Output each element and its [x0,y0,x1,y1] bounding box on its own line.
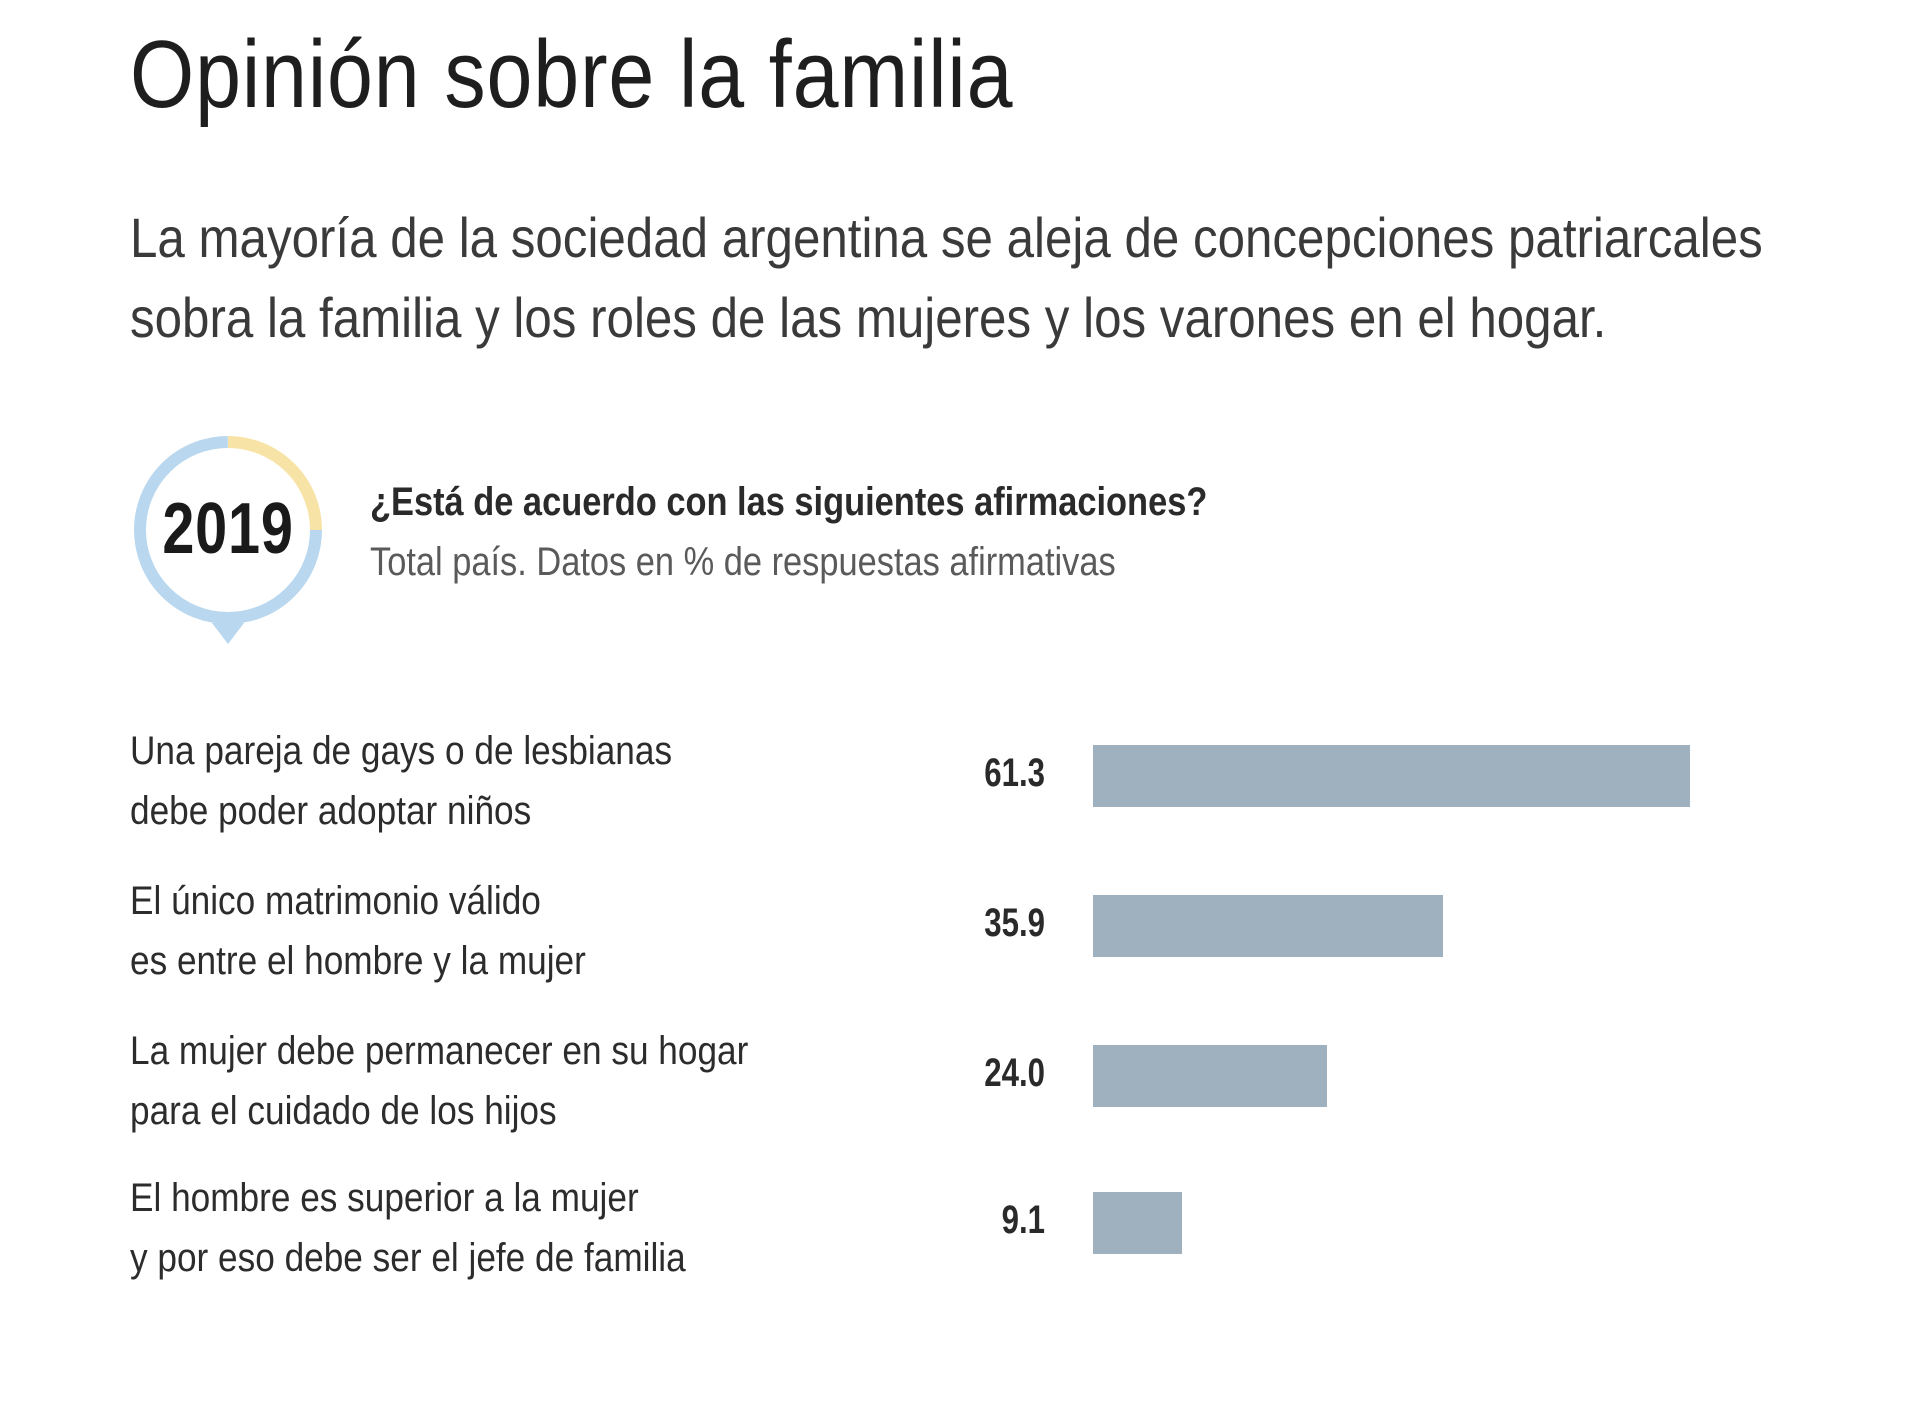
chart-note: Total país. Datos en % de respuestas afi… [370,540,1116,584]
data-label: 24.0 [984,1051,1045,1095]
subtitle-line: sobra la familia y los roles de las muje… [130,286,1607,349]
bar [1093,1192,1182,1254]
category-label: El hombre es superior a la mujer y por es… [130,1168,686,1288]
category-label: Una pareja de gays o de lesbianas debe po… [130,721,672,841]
category-label-line: para el cuidado de los hijos [130,1089,557,1133]
category-label-line: El único matrimonio válido [130,879,541,923]
subtitle: La mayoría de la sociedad argentina se a… [130,198,1763,358]
page-title: Opinión sobre la familia [130,21,1014,128]
badge-year: 2019 [162,489,294,569]
bar [1093,895,1443,957]
chart-question: ¿Está de acuerdo con las siguientes afir… [370,480,1208,524]
bar [1093,745,1690,807]
data-label: 35.9 [984,901,1045,945]
year-badge: 2019 [128,430,328,650]
data-label: 9.1 [1001,1198,1045,1242]
category-label: El único matrimonio válido es entre el ho… [130,871,586,991]
category-label-line: debe poder adoptar niños [130,789,532,833]
category-label-line: y por eso debe ser el jefe de familia [130,1236,686,1280]
category-label-line: La mujer debe permanecer en su hogar [130,1029,749,1073]
data-label: 61.3 [984,751,1045,795]
category-label-line: Una pareja de gays o de lesbianas [130,729,673,773]
category-label-line: El hombre es superior a la mujer [130,1176,639,1220]
bar [1093,1045,1327,1107]
subtitle-line: La mayoría de la sociedad argentina se a… [130,206,1763,269]
year-badge-ring-icon [134,436,322,644]
category-label: La mujer debe permanecer en su hogar para… [130,1021,748,1141]
category-label-line: es entre el hombre y la mujer [130,939,586,983]
